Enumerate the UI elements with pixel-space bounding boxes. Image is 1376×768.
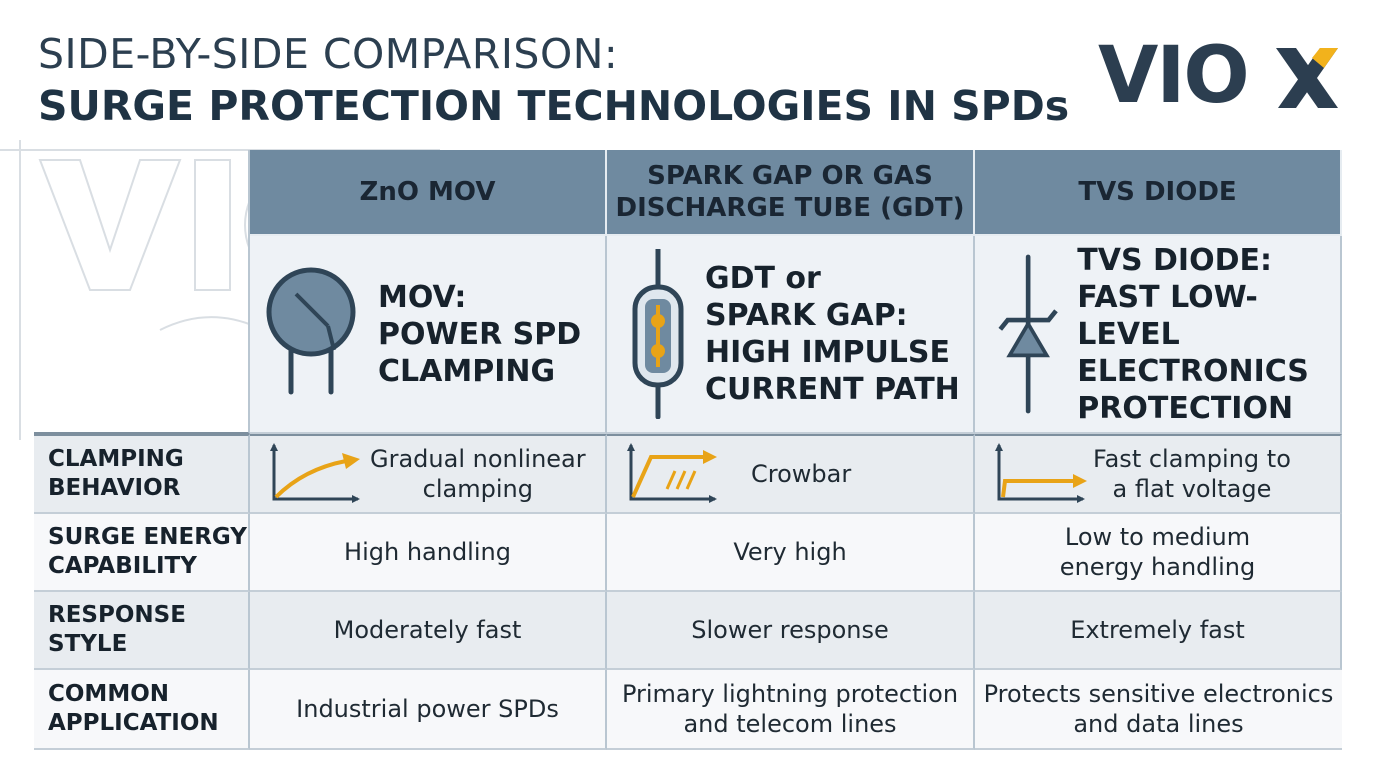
row-label-clamping-text: CLAMPING BEHAVIOR xyxy=(48,446,184,501)
row-label-clamping: CLAMPING BEHAVIOR xyxy=(34,434,250,514)
clamping-tvs-text: Fast clamping to a flat voltage xyxy=(1093,445,1291,503)
viox-logo: VIO xyxy=(1098,38,1338,110)
row-label-response: RESPONSE STYLE xyxy=(34,592,250,670)
row-label-energy: SURGE ENERGY CAPABILITY xyxy=(34,514,250,592)
nonlinear-curve-icon xyxy=(270,443,360,503)
clamping-gdt-text: Crowbar xyxy=(751,460,852,488)
gdt-icon-label: GDT or SPARK GAP: HIGH IMPULSE CURRENT P… xyxy=(705,261,960,407)
energy-gdt-text: Very high xyxy=(733,538,847,566)
gdt-tube-icon xyxy=(632,249,684,419)
response-tvs-cell: Extremely fast xyxy=(975,592,1342,670)
clamping-gdt-cell: Crowbar xyxy=(607,434,975,514)
gdt-icon-cell: GDT or SPARK GAP: HIGH IMPULSE CURRENT P… xyxy=(607,236,975,434)
column-header-gdt: SPARK GAP OR GAS DISCHARGE TUBE (GDT) xyxy=(607,150,975,236)
response-gdt-cell: Slower response xyxy=(607,592,975,670)
clamping-tvs-cell: Fast clamping to a flat voltage xyxy=(975,434,1342,514)
row-label-energy-text: SURGE ENERGY CAPABILITY xyxy=(48,524,247,579)
page-title-line1: SIDE-BY-SIDE COMPARISON: xyxy=(38,30,619,78)
application-mov-cell: Industrial power SPDs xyxy=(250,670,607,750)
application-gdt-text: Primary lightning protection and telecom… xyxy=(621,680,959,738)
response-gdt-text: Slower response xyxy=(691,616,889,644)
column-header-tvs-text: TVS DIODE xyxy=(1078,177,1237,207)
tvs-icon-cell: TVS DIODE: FAST LOW-LEVEL ELECTRONICS PR… xyxy=(975,236,1342,434)
clamping-mov-cell: Gradual nonlinear clamping xyxy=(250,434,607,514)
application-gdt-cell: Primary lightning protection and telecom… xyxy=(607,670,975,750)
row-label-response-text: RESPONSE STYLE xyxy=(48,602,186,657)
mov-icon-label: MOV: POWER SPD CLAMPING xyxy=(378,279,582,389)
tvs-icon-label: TVS DIODE: FAST LOW-LEVEL ELECTRONICS PR… xyxy=(1077,242,1309,426)
header-corner xyxy=(34,150,250,236)
logo-x-mark xyxy=(1276,48,1338,108)
clamping-mov-text: Gradual nonlinear clamping xyxy=(370,445,586,503)
flat-clamp-curve-icon xyxy=(995,443,1087,503)
application-tvs-cell: Protects sensitive electronics and data … xyxy=(975,670,1342,750)
mov-varistor-icon xyxy=(266,267,356,395)
column-header-gdt-text: SPARK GAP OR GAS DISCHARGE TUBE (GDT) xyxy=(615,161,965,223)
page-title-line2: SURGE PROTECTION TECHNOLOGIES IN SPDs xyxy=(38,82,1070,130)
response-mov-cell: Moderately fast xyxy=(250,592,607,670)
response-tvs-text: Extremely fast xyxy=(1070,616,1245,644)
title-block: SIDE-BY-SIDE COMPARISON: SURGE PROTECTIO… xyxy=(38,30,1069,132)
column-header-mov-text: ZnO MOV xyxy=(359,177,496,207)
application-tvs-text: Protects sensitive electronics and data … xyxy=(983,680,1334,738)
energy-mov-text: High handling xyxy=(344,538,511,566)
mov-icon-cell: MOV: POWER SPD CLAMPING xyxy=(250,236,607,434)
energy-mov-cell: High handling xyxy=(250,514,607,592)
svg-text:VIO: VIO xyxy=(1098,38,1248,110)
column-header-tvs: TVS DIODE xyxy=(975,150,1342,236)
column-header-mov: ZnO MOV xyxy=(250,150,607,236)
comparison-table: ZnO MOV SPARK GAP OR GAS DISCHARGE TUBE … xyxy=(34,150,1342,750)
energy-tvs-cell: Low to medium energy handling xyxy=(975,514,1342,592)
energy-tvs-text: Low to medium energy handling xyxy=(1059,523,1256,581)
application-mov-text: Industrial power SPDs xyxy=(296,695,559,723)
energy-gdt-cell: Very high xyxy=(607,514,975,592)
response-mov-text: Moderately fast xyxy=(333,616,522,644)
tvs-diode-icon xyxy=(998,254,1058,414)
row-label-application-text: COMMON APPLICATION xyxy=(48,681,219,736)
row-label-application: COMMON APPLICATION xyxy=(34,670,250,750)
crowbar-curve-icon xyxy=(627,443,717,503)
icon-row-corner xyxy=(34,236,250,434)
